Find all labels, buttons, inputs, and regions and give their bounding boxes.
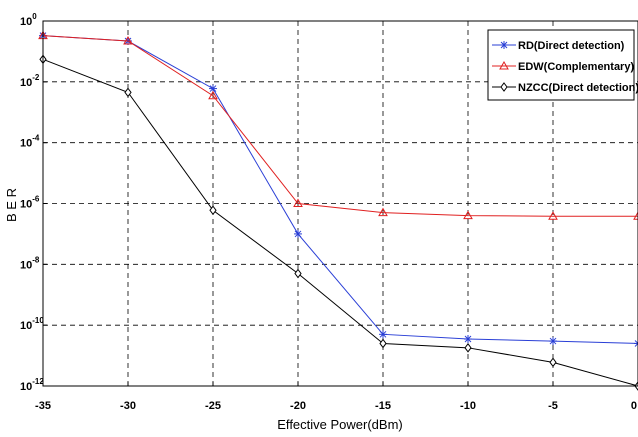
x-tick-label: -10 [460, 400, 476, 412]
x-tick-label: -20 [290, 400, 306, 412]
data-point-triangle [463, 210, 473, 220]
data-point-diamond [379, 338, 387, 349]
data-point-diamond [124, 87, 132, 98]
series-line [42, 35, 638, 344]
data-point-triangle [293, 198, 303, 207]
data-point-diamond [209, 205, 217, 216]
y-tick-exponent: -2 [32, 73, 40, 82]
x-tick-label: -25 [205, 400, 221, 412]
data-point-triangle [123, 35, 133, 45]
data-point-star [294, 229, 302, 238]
data-point-triangle [633, 211, 638, 220]
legend-entry: RD(Direct detection) [492, 40, 625, 52]
data-point-triangle [208, 90, 218, 100]
data-point-star [500, 41, 508, 49]
data-point-diamond [549, 357, 557, 368]
legend-entry: NZCC(Direct detection) [492, 82, 638, 94]
legend-label: NZCC(Direct detection) [518, 82, 638, 94]
data-point-diamond [294, 268, 302, 279]
y-tick-exponent: 0 [32, 12, 37, 21]
legend: RD(Direct detection) EDW(Complementary) NZ… [487, 29, 638, 101]
data-point-triangle [499, 60, 509, 70]
data-point-star [464, 335, 472, 344]
data-point-star [634, 339, 638, 348]
y-tick-exponent: -4 [32, 134, 40, 143]
y-axis-label: B E R [4, 188, 19, 222]
data-point-star [549, 337, 557, 346]
x-tick-labels: -35 -30 -25 -20 -15 -10 -5 0 [35, 382, 638, 412]
legend-box [487, 29, 635, 101]
data-point-star [379, 330, 387, 339]
y-tick-exponent: -8 [32, 255, 40, 264]
x-tick-label: -30 [120, 400, 136, 412]
series-line [42, 58, 638, 387]
data-point-diamond [464, 342, 472, 353]
x-tick-label: -5 [548, 400, 558, 412]
x-tick-label: 0 [631, 400, 637, 412]
series-triangle [38, 30, 638, 220]
x-axis-label: Effective Power(dBm) [277, 417, 402, 432]
x-tick-label: -15 [375, 400, 391, 412]
data-point-triangle [378, 207, 388, 217]
y-tick-exponent: -12 [32, 377, 44, 386]
legend-entry: EDW(Complementary) [492, 60, 634, 73]
legend-label: RD(Direct detection) [518, 40, 625, 52]
legend-label: EDW(Complementary) [518, 61, 634, 73]
data-point-diamond [500, 82, 508, 92]
series-line [42, 35, 638, 217]
data-point-triangle [548, 211, 558, 220]
y-tick-exponent: -10 [32, 316, 44, 325]
x-tick-label: -35 [35, 400, 51, 412]
y-tick-exponent: -6 [32, 195, 40, 204]
